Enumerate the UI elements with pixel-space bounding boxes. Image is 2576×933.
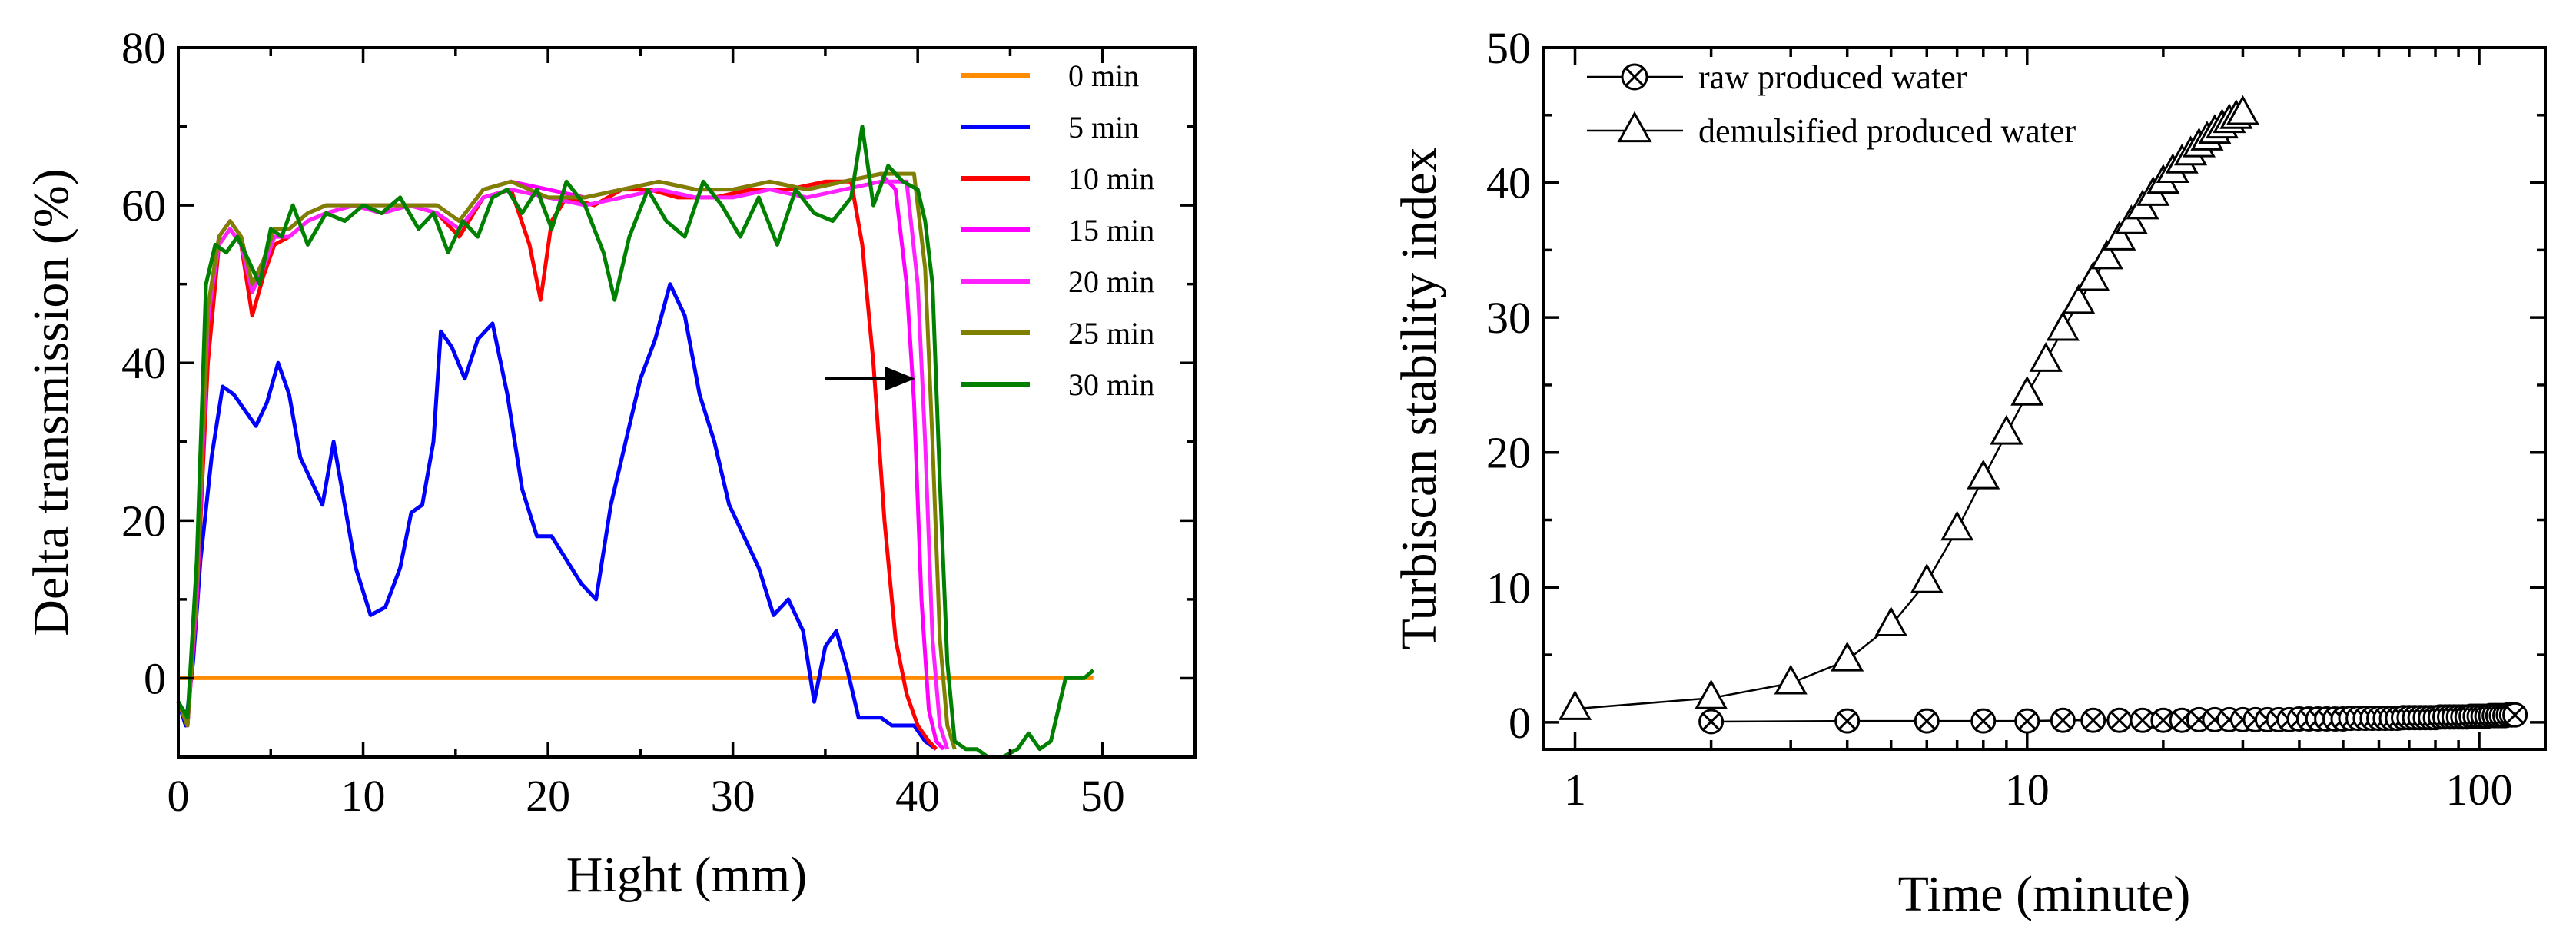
left-series-layer xyxy=(176,125,1095,759)
left-legend: 0 min 5 min 10 min 15 min 20 min 25 min 30 min xyxy=(961,58,1154,402)
left-y-tick-label: 0 xyxy=(144,653,166,703)
left-plot-frame xyxy=(177,46,1197,759)
right-y-tick-label: 0 xyxy=(1509,698,1531,748)
legend-label: raw produced water xyxy=(1698,58,1967,96)
marker-x-stroke xyxy=(1974,712,1993,730)
legend-label: 20 min xyxy=(1068,264,1154,299)
legend-label: demulsified produced water xyxy=(1698,112,2076,150)
marker-x-stroke xyxy=(2154,711,2173,729)
right-y-tick-label: 10 xyxy=(1486,563,1531,613)
marker-triangle xyxy=(2029,342,2063,372)
left-x-tick-label: 50 xyxy=(1081,771,1125,821)
left-x-tick-label: 20 xyxy=(526,771,570,821)
left-x-tick-label: 40 xyxy=(895,771,940,821)
marker-triangle xyxy=(1874,606,1908,636)
left-x-tick-label: 0 xyxy=(168,771,190,821)
series-line-30-min xyxy=(176,125,1095,759)
marker-triangle xyxy=(1990,414,2023,445)
turbiscan-stability-chart: 1 10 100 0 10 20 30 40 50 Time (minute) Turbisca… xyxy=(1391,23,2547,922)
marker-x-stroke xyxy=(2133,711,2152,729)
marker-triangle xyxy=(1940,510,1974,541)
right-legend: raw produced water demulsified produced w… xyxy=(1587,58,2076,150)
left-x-axis-title: Hight (mm) xyxy=(566,847,807,903)
marker-triangle xyxy=(2226,95,2259,125)
delta-transmission-chart: 0 10 20 30 40 50 0 20 40 60 80 Hight (mm) Delta tr… xyxy=(23,23,1197,903)
marker-triangle xyxy=(2046,310,2080,341)
right-x-tick-label: 100 xyxy=(2446,765,2513,815)
marker-x-stroke xyxy=(1838,712,1857,730)
marker-triangle xyxy=(1967,459,2000,490)
marker-triangle xyxy=(2090,239,2123,270)
legend-label: 0 min xyxy=(1068,58,1139,93)
left-y-tick-label: 80 xyxy=(121,23,166,73)
marker-triangle xyxy=(2062,284,2096,314)
left-x-tick-label: 10 xyxy=(341,771,386,821)
left-y-axis-title: Delta transmission (%) xyxy=(23,168,79,636)
legend-label: 5 min xyxy=(1068,110,1139,144)
marker-triangle xyxy=(2076,261,2110,291)
marker-triangle xyxy=(2010,375,2044,406)
marker-triangle xyxy=(1910,563,1944,593)
right-y-tick-label: 40 xyxy=(1486,158,1531,208)
right-x-tick-label: 10 xyxy=(2005,765,2050,815)
left-x-tick-label: 30 xyxy=(711,771,755,821)
left-y-tick-label: 60 xyxy=(121,181,166,231)
marker-x-stroke xyxy=(1701,712,1721,731)
legend-label: 30 min xyxy=(1068,367,1154,402)
marker-x-stroke xyxy=(2053,711,2073,729)
raw-produced-water-markers xyxy=(1698,702,2528,735)
right-series-layer xyxy=(1558,95,2528,735)
marker-triangle xyxy=(1695,679,1728,709)
legend-label: 25 min xyxy=(1068,316,1154,350)
left-ticks-layer: 0 10 20 30 40 50 0 20 40 60 80 xyxy=(121,23,1195,821)
marker-triangle xyxy=(2114,204,2148,234)
marker-x-stroke xyxy=(1917,712,1936,730)
right-x-axis-title: Time (minute) xyxy=(1898,866,2191,922)
series-line-25-min xyxy=(176,171,957,750)
right-y-tick-label: 50 xyxy=(1486,23,1531,73)
series-line-20-min xyxy=(176,179,950,750)
marker-triangle xyxy=(1831,641,1864,672)
marker-x-stroke xyxy=(2084,711,2103,729)
legend-label: 10 min xyxy=(1068,161,1154,196)
marker-x-stroke xyxy=(2110,711,2129,729)
right-y-tick-label: 30 xyxy=(1486,293,1531,343)
marker-x-stroke xyxy=(2018,712,2037,730)
right-y-axis-title: Turbiscan stability index xyxy=(1391,148,1447,650)
legend-label: 15 min xyxy=(1068,213,1154,247)
marker-x-stroke xyxy=(1625,67,1645,87)
series-line-10-min xyxy=(176,179,938,751)
marker-triangle xyxy=(1617,111,1652,143)
marker-triangle xyxy=(1774,664,1808,695)
right-y-tick-label: 20 xyxy=(1486,428,1531,478)
series-line-15-min xyxy=(176,171,945,751)
marker-x-stroke xyxy=(2505,706,2525,724)
marker-triangle xyxy=(1558,690,1592,720)
left-y-tick-label: 40 xyxy=(121,338,166,388)
right-plot-frame xyxy=(1542,46,2547,751)
demulsified-produced-water-markers xyxy=(1558,95,2259,720)
right-ticks-layer: 1 10 100 0 10 20 30 40 50 xyxy=(1486,23,2545,815)
left-y-tick-label: 20 xyxy=(121,496,166,546)
right-x-tick-label: 1 xyxy=(1564,765,1586,815)
series-line-5-min xyxy=(176,282,938,751)
marker-triangle xyxy=(2103,221,2136,251)
